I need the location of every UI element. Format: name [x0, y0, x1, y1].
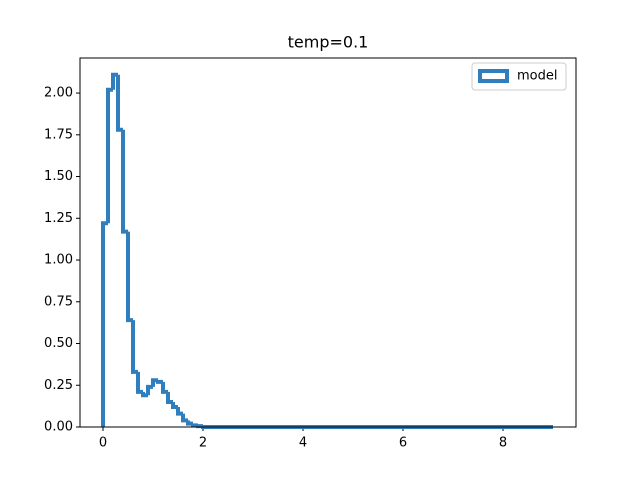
hist-step [191, 423, 198, 428]
y-tick-label: 1.50 [44, 169, 73, 184]
x-tick-label: 8 [499, 436, 507, 451]
y-tick-label: 1.00 [44, 253, 73, 268]
y-tick-label: 2.00 [44, 86, 73, 101]
x-tick-label: 6 [399, 436, 407, 451]
hist-step [111, 72, 118, 90]
y-tick-label: 1.75 [44, 127, 73, 142]
hist-step [146, 384, 153, 396]
hist-step [106, 87, 113, 224]
hist-step [116, 74, 123, 132]
hist-step [101, 221, 108, 427]
legend-swatch [478, 69, 509, 83]
hist-step [121, 129, 128, 234]
x-tick-label: 4 [299, 436, 307, 451]
x-tick-label: 0 [99, 436, 107, 451]
y-tick-label: 0.25 [44, 378, 73, 393]
y-tick-label: 0.50 [44, 336, 73, 351]
y-tick-label: 0.75 [44, 294, 73, 309]
y-tick-label: 0.00 [44, 420, 73, 435]
hist-step [181, 413, 188, 423]
hist-step [131, 320, 138, 374]
legend-label: model [517, 69, 557, 84]
chart-title: temp=0.1 [288, 33, 369, 52]
hist-step [196, 424, 203, 429]
hist-step [126, 231, 133, 323]
hist-step [156, 379, 163, 384]
axes-frame [79, 57, 577, 428]
x-tick-label: 2 [199, 436, 207, 451]
y-tick-label: 1.25 [44, 211, 73, 226]
